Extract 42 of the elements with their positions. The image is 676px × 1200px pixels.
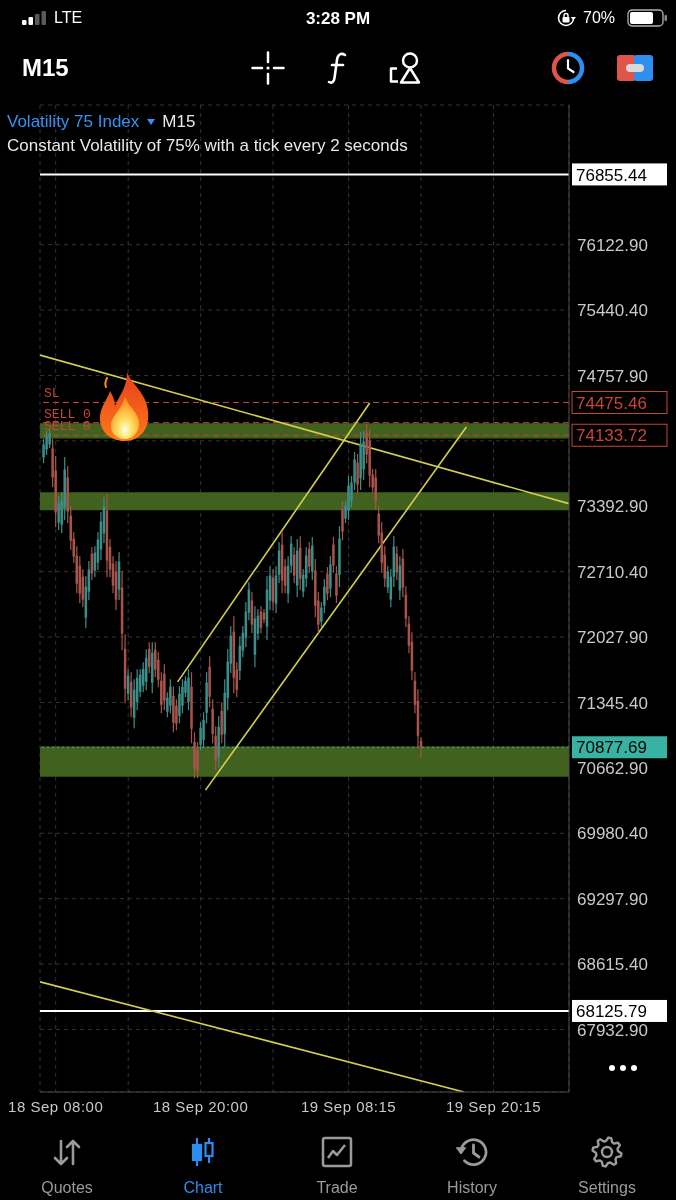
y-tick-label: 76122.90 bbox=[577, 235, 648, 255]
y-tick-label: 68615.40 bbox=[577, 955, 648, 975]
ref-line-label: 74475.46 bbox=[576, 393, 647, 413]
y-tick-label: 72027.90 bbox=[577, 628, 648, 648]
ref-line-label: 74133.72 bbox=[576, 426, 647, 446]
candlestick bbox=[187, 669, 190, 711]
text: Quotes bbox=[41, 1179, 93, 1196]
x-tick-label: 19 Sep 20:15 bbox=[445, 1098, 542, 1115]
x-tick-label: 18 Sep 08:00 bbox=[8, 1098, 104, 1115]
y-tick-label: 69297.90 bbox=[577, 889, 648, 909]
ref-line-label: 76855.44 bbox=[576, 165, 647, 185]
y-tick-label: 70662.90 bbox=[577, 758, 648, 778]
y-tick-label: 75440.40 bbox=[577, 301, 648, 321]
candlestick bbox=[335, 566, 338, 604]
text: 3:28 PM bbox=[305, 8, 371, 28]
text: LTE bbox=[54, 9, 83, 26]
x-tick-label: 19 Sep 08:15 bbox=[300, 1098, 397, 1115]
text: Chart bbox=[183, 1179, 223, 1196]
y-tick-label: 71345.40 bbox=[577, 693, 648, 713]
text: M15 bbox=[22, 54, 69, 81]
text: Constant Volatility of 75% with a tick every 2 seconds bbox=[7, 136, 408, 155]
candlestick bbox=[332, 537, 335, 574]
ref-line-label: 70877.69 bbox=[576, 738, 647, 758]
candlestick bbox=[347, 476, 350, 521]
annotation: M15 bbox=[162, 112, 196, 131]
y-tick-label: 69980.40 bbox=[577, 824, 648, 844]
y-tick-label: 74757.90 bbox=[577, 366, 648, 386]
y-tick-label: 67932.90 bbox=[577, 1020, 648, 1040]
text: Trade bbox=[316, 1179, 358, 1196]
y-tick-label: 73392.90 bbox=[577, 497, 648, 517]
annotation: SELL 0 bbox=[44, 406, 91, 422]
annotation: SL bbox=[44, 386, 60, 402]
text: Settings bbox=[578, 1179, 636, 1196]
candlestick bbox=[341, 501, 344, 541]
x-tick-label: 18 Sep 20:00 bbox=[153, 1098, 249, 1115]
chart-title: Volatility 75 Index bbox=[7, 112, 140, 131]
candlestick bbox=[338, 526, 341, 588]
ref-line-label: 68125.79 bbox=[576, 1002, 647, 1022]
text: History bbox=[447, 1179, 497, 1196]
annotation: SELL 0 bbox=[44, 419, 91, 435]
text: 70% bbox=[583, 9, 616, 26]
y-tick-label: 72710.40 bbox=[577, 562, 648, 582]
